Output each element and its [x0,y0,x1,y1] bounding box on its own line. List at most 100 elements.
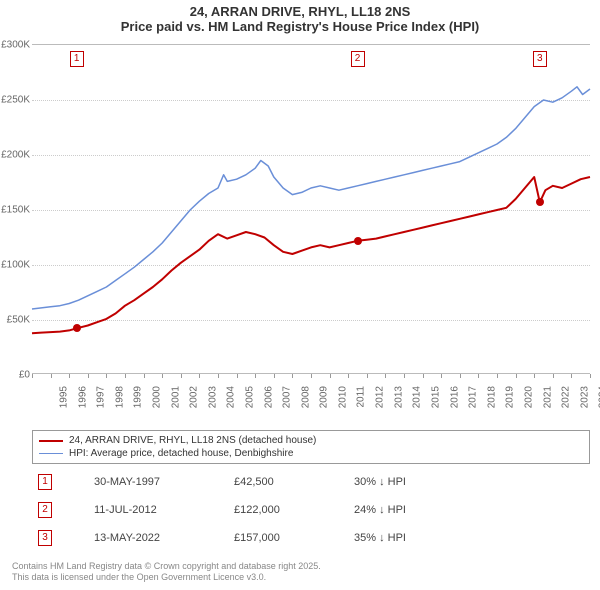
x-tick-label: 2003 [207,386,218,408]
x-tick-label: 1997 [95,386,106,408]
sale-marker-box: 1 [70,51,84,67]
x-tick-label: 2009 [319,386,330,408]
sale-marker-box: 2 [351,51,365,67]
y-tick-label: £300K [0,40,30,51]
x-tick-label: 1995 [58,386,69,408]
x-tick [199,374,200,378]
x-tick [441,374,442,378]
x-tick-label: 1998 [114,386,125,408]
x-tick-label: 2017 [467,386,478,408]
sales-row-index: 2 [38,502,52,518]
legend-swatch [39,440,63,442]
chart-title-address: 24, ARRAN DRIVE, RHYL, LL18 2NS [0,4,600,19]
x-tick [144,374,145,378]
x-tick [590,374,591,378]
x-tick [516,374,517,378]
x-tick-label: 2014 [412,386,423,408]
chart-title-block: 24, ARRAN DRIVE, RHYL, LL18 2NS Price pa… [0,0,600,36]
y-tick-label: £0 [0,370,30,381]
x-tick [181,374,182,378]
x-tick-label: 2020 [523,386,534,408]
x-tick [292,374,293,378]
x-tick-label: 2004 [226,386,237,408]
x-tick-label: 2018 [486,386,497,408]
sales-row-diff: 30% ↓ HPI [354,476,590,488]
legend-label: HPI: Average price, detached house, Denb… [69,448,293,459]
legend-swatch [39,453,63,454]
x-tick-label: 1996 [77,386,88,408]
x-tick [553,374,554,378]
legend-item: HPI: Average price, detached house, Denb… [39,447,583,460]
sales-row-index: 3 [38,530,52,546]
x-tick [571,374,572,378]
x-tick [88,374,89,378]
x-tick-label: 2021 [542,386,553,408]
x-tick [106,374,107,378]
x-tick-label: 2016 [449,386,460,408]
x-tick-label: 1999 [133,386,144,408]
x-tick-label: 2013 [393,386,404,408]
legend-item: 24, ARRAN DRIVE, RHYL, LL18 2NS (detache… [39,434,583,447]
x-tick-label: 2012 [374,386,385,408]
x-tick-label: 2015 [430,386,441,408]
x-tick [32,374,33,378]
sales-row-diff: 24% ↓ HPI [354,504,590,516]
footer-attribution: Contains HM Land Registry data © Crown c… [12,561,321,584]
y-tick-label: £100K [0,260,30,271]
chart-legend: 24, ARRAN DRIVE, RHYL, LL18 2NS (detache… [32,430,590,464]
x-tick [460,374,461,378]
sales-row: 2 11-JUL-2012£122,00024% ↓ HPI [32,498,590,526]
x-tick [367,374,368,378]
sale-dot [536,198,544,206]
x-tick-label: 2006 [263,386,274,408]
x-tick-label: 2001 [170,386,181,408]
series-hpi [32,87,590,309]
x-tick-label: 2023 [579,386,590,408]
footer-line2: This data is licensed under the Open Gov… [12,572,321,584]
x-tick [162,374,163,378]
sales-row-date: 30-MAY-1997 [94,476,234,488]
x-tick-label: 2022 [560,386,571,408]
x-tick-label: 2007 [281,386,292,408]
x-tick [478,374,479,378]
x-tick [348,374,349,378]
x-tick [423,374,424,378]
x-tick [311,374,312,378]
x-tick [274,374,275,378]
y-tick-label: £150K [0,205,30,216]
x-tick-label: 2005 [244,386,255,408]
sales-row-diff: 35% ↓ HPI [354,532,590,544]
x-tick [125,374,126,378]
sales-row-price: £42,500 [234,476,354,488]
x-tick [51,374,52,378]
x-tick [255,374,256,378]
sales-row-price: £122,000 [234,504,354,516]
x-tick-label: 2010 [337,386,348,408]
sales-row-price: £157,000 [234,532,354,544]
x-tick [237,374,238,378]
x-tick [69,374,70,378]
x-tick [330,374,331,378]
x-tick-label: 2019 [505,386,516,408]
sales-row-date: 13-MAY-2022 [94,532,234,544]
footer-line1: Contains HM Land Registry data © Crown c… [12,561,321,573]
x-tick [497,374,498,378]
x-tick [404,374,405,378]
chart-title-subtitle: Price paid vs. HM Land Registry's House … [0,19,600,34]
sale-marker-box: 3 [533,51,547,67]
x-tick [385,374,386,378]
x-axis-ticks: 1995199619971998199920002001200220032004… [32,374,590,428]
x-tick-label: 2011 [355,386,366,408]
y-tick-label: £50K [0,315,30,326]
sales-row-date: 11-JUL-2012 [94,504,234,516]
legend-label: 24, ARRAN DRIVE, RHYL, LL18 2NS (detache… [69,435,316,446]
chart-plot-area: £0£50K£100K£150K£200K£250K£300K 123 [32,44,590,374]
chart-svg [32,45,590,375]
x-tick-label: 2008 [300,386,311,408]
x-tick [218,374,219,378]
x-tick [534,374,535,378]
sale-dot [73,324,81,332]
sales-row: 3 13-MAY-2022£157,00035% ↓ HPI [32,526,590,554]
x-tick-label: 2002 [188,386,199,408]
series-property [32,177,590,333]
